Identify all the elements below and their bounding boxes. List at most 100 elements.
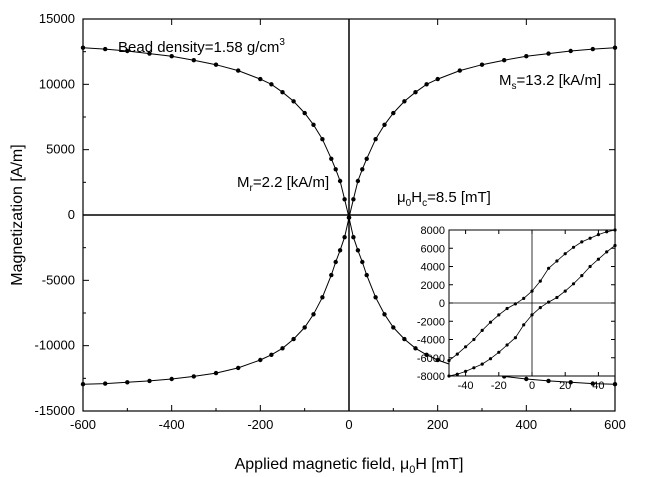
main-series-1-point	[391, 325, 396, 330]
inset-y-tick-label: -4000	[417, 335, 445, 347]
main-plot: -600 -400 -200 0 200 400 600-15000-10000-50000…	[9, 11, 626, 476]
main-series-1-point	[413, 346, 418, 351]
inset-y-tick-label: -8000	[417, 371, 445, 383]
density-annotation: Bead density=1.58 g/cm3	[118, 37, 285, 56]
main-series-1-point	[424, 352, 429, 357]
main-series-2-point	[169, 376, 174, 382]
main-series-2-point	[80, 382, 86, 387]
main-series-2-point	[213, 370, 219, 376]
main-series-1-point	[191, 58, 196, 63]
inset-series-1-point	[464, 345, 468, 349]
main-series-2-point	[351, 197, 356, 202]
main-series-2-point	[329, 272, 334, 278]
inset-x-tick-label: -40	[458, 380, 474, 392]
main-series-2-point	[382, 122, 387, 128]
inset-plot-ticks: -40 -20 0 20 40 -8000 -6000 -4000 -2000 0 2000 4000…	[417, 225, 615, 392]
main-y-tick-label: -5000	[42, 272, 75, 287]
inset-series-2-point	[513, 336, 518, 340]
main-y-tick-label: 10000	[39, 76, 75, 91]
main-x-tick-label: 600	[604, 417, 626, 432]
inset-y-tick-label: 4000	[421, 262, 445, 274]
main-x-tick-label: -600	[70, 417, 96, 432]
inset-series-2-point	[472, 366, 476, 370]
inset-series-2-point	[455, 372, 459, 376]
main-series-1-point	[329, 156, 334, 161]
inset-series-2-point	[555, 295, 559, 300]
inset-y-tick-label: -6000	[417, 353, 445, 365]
main-y-tick-label: 5000	[46, 142, 75, 157]
main-series-1-point	[355, 248, 361, 253]
inset-series-1-point	[505, 306, 509, 311]
main-series-2-point	[302, 325, 307, 330]
ms-annotation: Ms=13.2 [kA/m]	[499, 72, 601, 92]
inset-series-2-point	[522, 323, 526, 327]
inset-series-1-point	[547, 266, 551, 270]
main-series-1-point	[213, 62, 219, 67]
main-series-2-point	[457, 68, 462, 73]
inset-series-2-point	[447, 374, 451, 378]
inset-series-2-point	[464, 369, 468, 373]
main-series-1-point	[280, 90, 285, 95]
inset-y-tick-label: -2000	[417, 316, 445, 328]
main-series-2-point	[524, 54, 529, 59]
main-series-1-point	[333, 167, 338, 172]
hc-annotation: μ0Hc=8.5 [mT]	[397, 189, 491, 209]
inset-series-2-point	[563, 289, 567, 293]
main-series-1-point	[364, 272, 369, 278]
main-series-2-point	[258, 357, 263, 363]
main-series-1-point	[360, 259, 365, 265]
inset-series-2-point	[547, 300, 551, 304]
main-series-1-point	[169, 54, 174, 59]
inset-series-1-point	[555, 259, 559, 263]
inset-series-2-point	[480, 362, 484, 366]
main-y-tick-label: -10000	[35, 338, 75, 353]
main-series-2-point	[342, 235, 347, 240]
main-series-1-point	[269, 82, 274, 87]
inset-series-2-point	[605, 250, 609, 254]
main-y-tick-label: 0	[68, 207, 75, 222]
inset-series-1-point	[513, 302, 518, 306]
inset-series-2-point	[497, 350, 501, 354]
main-series-2-point	[280, 346, 285, 351]
main-series-2-point	[311, 312, 316, 317]
main-y-tick-label: 15000	[39, 11, 75, 26]
main-series-2-point	[269, 352, 274, 357]
main-x-tick-label: 0	[345, 417, 352, 432]
main-series-1-point	[612, 382, 618, 387]
inset-series-2-point	[596, 257, 601, 261]
inset-x-tick-label: 0	[529, 380, 535, 392]
main-series-2-point	[413, 90, 418, 95]
inset-series-2-point	[613, 243, 617, 248]
main-series-2-point	[291, 336, 296, 342]
main-series-2-point	[435, 76, 440, 82]
main-series-1-point	[311, 122, 316, 128]
main-series-1-point	[147, 51, 152, 56]
main-series-1-point	[351, 235, 356, 240]
inset-series-2-point	[538, 306, 542, 310]
main-series-2-point	[337, 248, 343, 253]
inset-series-2-point	[505, 343, 509, 347]
main-x-tick-label: -200	[247, 417, 273, 432]
main-series-1-point	[590, 381, 595, 386]
inset-series-2-point	[488, 357, 493, 361]
inset-series-1-point	[455, 352, 459, 356]
inset-series-1-point	[538, 279, 542, 283]
inset-series-2-point	[580, 274, 584, 278]
main-x-tick-label: 400	[515, 417, 537, 432]
main-series-1-point	[382, 312, 387, 317]
inset-series-2-point	[571, 282, 576, 286]
inset-series-1-point	[488, 320, 493, 324]
main-series-2-point	[333, 259, 338, 265]
main-series-1-point	[302, 110, 307, 116]
inset-series-1-point	[596, 233, 601, 237]
main-series-1-point	[342, 197, 347, 202]
main-series-1-point	[373, 295, 378, 300]
main-y-tick-label: -15000	[35, 403, 75, 418]
main-series-2-point	[502, 58, 507, 63]
main-series-2-point	[236, 365, 241, 371]
main-series-1-point	[546, 378, 551, 384]
inset-y-tick-label: 2000	[421, 280, 445, 292]
main-series-1-point	[80, 45, 86, 50]
main-series-2-point	[125, 380, 130, 385]
main-series-1-point	[320, 137, 325, 142]
